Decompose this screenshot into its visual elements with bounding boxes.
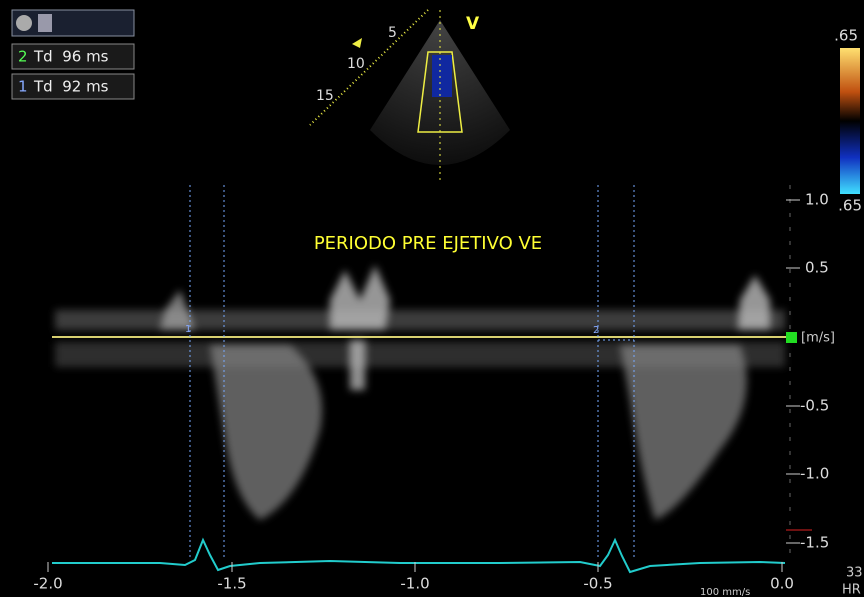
depth-label: 15 — [316, 88, 334, 104]
depth-label: 10 — [347, 56, 365, 72]
measurement-text: Td 96 ms — [33, 48, 109, 66]
baseline-marker — [786, 332, 797, 343]
velocity-label: -1.5 — [800, 534, 829, 552]
depth-label: 5 — [388, 25, 397, 41]
time-label: -1.5 — [217, 575, 246, 593]
time-label: -0.5 — [583, 575, 612, 593]
tool-icon — [38, 14, 52, 32]
color-bar — [840, 48, 860, 194]
velocity-label: 0.5 — [805, 259, 829, 277]
view-label: V — [466, 14, 480, 34]
sweep-speed: 100 mm/s — [700, 587, 750, 597]
record-icon — [16, 15, 32, 31]
heart-rate-label: HR — [842, 583, 861, 597]
ultrasound-screen: 2 Td 96 ms 1 Td 92 ms V 5 10 15 .65 .65 … — [0, 0, 864, 597]
page: 2 Td 96 ms 1 Td 92 ms V 5 10 15 .65 .65 … — [0, 0, 864, 597]
velocity-label: -0.5 — [800, 397, 829, 415]
marker: 2 — [593, 325, 599, 336]
velocity-label: -1.0 — [800, 465, 829, 483]
color-scale-bottom: .65 — [838, 197, 862, 215]
time-label: -2.0 — [33, 575, 62, 593]
velocity-label: 1.0 — [805, 191, 829, 209]
measurement-index: 2 — [18, 48, 28, 66]
time-label: -1.0 — [400, 575, 429, 593]
measurement-index: 1 — [18, 78, 28, 96]
heart-rate-value: 33 — [846, 566, 863, 581]
velocity-unit: [m/s] — [801, 331, 835, 346]
marker: 1 — [185, 324, 191, 335]
measurement-panel: 2 Td 96 ms 1 Td 92 ms — [12, 10, 134, 99]
color-scale-top: .65 — [834, 27, 858, 45]
measurement-text: Td 92 ms — [33, 78, 109, 96]
annotation: PERIODO PRE EJETIVO VE — [314, 233, 542, 254]
color-flow — [432, 55, 452, 97]
time-label: 0.0 — [770, 575, 794, 593]
